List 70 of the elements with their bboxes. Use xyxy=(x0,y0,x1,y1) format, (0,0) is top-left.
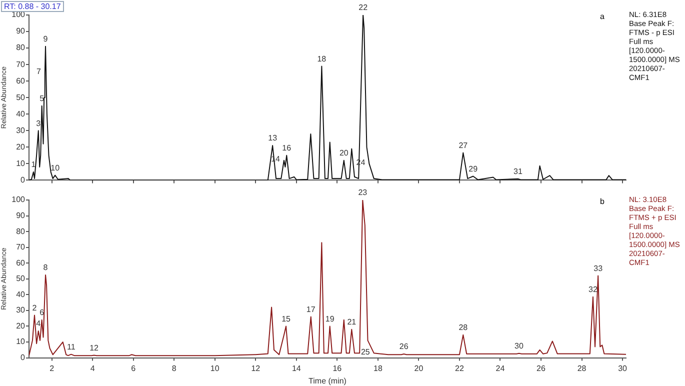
y-tick-label: 70 xyxy=(16,60,26,69)
annotation: 13 xyxy=(268,134,278,143)
y-tick-label: 80 xyxy=(16,43,26,52)
x-tick-label: 4 xyxy=(90,364,96,373)
x-tick-label: 20 xyxy=(414,364,424,373)
y-tick-label: 40 xyxy=(16,290,26,299)
annotation: 9 xyxy=(43,34,48,44)
annotation: 7 xyxy=(36,67,42,76)
annotation: 20 xyxy=(339,148,349,158)
x-tick-label: 26 xyxy=(536,364,546,373)
y-tick-label: 10 xyxy=(16,337,26,346)
y-tick-label: 70 xyxy=(16,242,26,252)
annotation: 26 xyxy=(399,342,409,352)
x-tick-label: 14 xyxy=(292,364,302,373)
x-tick-label: 10 xyxy=(210,364,220,373)
y-tick-label: 60 xyxy=(16,258,26,268)
annotation: 25 xyxy=(360,347,370,356)
annotation: 29 xyxy=(468,164,478,174)
annotation: 31 xyxy=(514,167,523,176)
y-tick-label: 20 xyxy=(16,321,26,330)
y-tick-label: 20 xyxy=(16,142,26,152)
y-tick-label: 60 xyxy=(16,76,26,86)
annotation: 18 xyxy=(317,54,327,64)
annotation: 11 xyxy=(67,342,76,352)
annotation: 27 xyxy=(458,140,468,150)
y-tick-label: 10 xyxy=(16,158,26,168)
annotation: 10 xyxy=(50,163,60,172)
x-tick-label: 24 xyxy=(496,364,506,373)
annotation: 33 xyxy=(594,264,604,273)
x-tick-label: 8 xyxy=(172,364,177,373)
y-tick-label: 90 xyxy=(16,210,26,220)
x-tick-label: 18 xyxy=(373,364,383,373)
x-tick-label: 12 xyxy=(251,364,261,373)
annotation: 2 xyxy=(32,303,38,312)
annotation: 22 xyxy=(358,3,368,12)
annotation: b xyxy=(600,197,604,206)
annotation: 19 xyxy=(325,314,335,324)
chart-title: RT: 0.88 - 30.17 xyxy=(1,1,64,12)
annotation: 1 xyxy=(31,160,36,170)
y-tick-label: 30 xyxy=(16,306,26,315)
annotation: 17 xyxy=(306,304,316,314)
annotation: 15 xyxy=(282,314,292,324)
x-tick-label: 6 xyxy=(131,364,136,373)
y-tick-label: 90 xyxy=(16,26,26,36)
annotation: 28 xyxy=(458,323,468,332)
annotation: 5 xyxy=(40,94,45,104)
y-tick-label: 50 xyxy=(16,92,26,102)
annotation: 32 xyxy=(588,285,598,294)
y-tick-label: 100 xyxy=(12,195,26,204)
annotation: a xyxy=(600,12,604,21)
y-tick-label: 0 xyxy=(20,175,26,184)
annotation: 12 xyxy=(90,343,100,352)
annotation: 3 xyxy=(36,118,42,128)
y-tick-label: 50 xyxy=(16,274,26,284)
y-tick-label: 30 xyxy=(16,126,26,135)
y-tick-label: 0 xyxy=(20,353,26,362)
x-tick-label: 2 xyxy=(50,364,55,373)
annotation: 4 xyxy=(36,319,42,328)
x-tick-label: 22 xyxy=(455,364,464,373)
annotation: 23 xyxy=(358,188,368,198)
x-tick-label: 16 xyxy=(332,364,342,373)
y-tick-label: 80 xyxy=(16,226,26,236)
x-axis-title: Time (min) xyxy=(308,376,347,386)
x-tick-label: 28 xyxy=(577,364,587,373)
annotation: 8 xyxy=(43,263,48,272)
annotation: 30 xyxy=(514,342,524,351)
x-tick-label: 30 xyxy=(618,364,628,373)
y-tick-label: 40 xyxy=(16,109,26,118)
annotation: 21 xyxy=(347,318,357,327)
annotation: 16 xyxy=(282,144,292,153)
